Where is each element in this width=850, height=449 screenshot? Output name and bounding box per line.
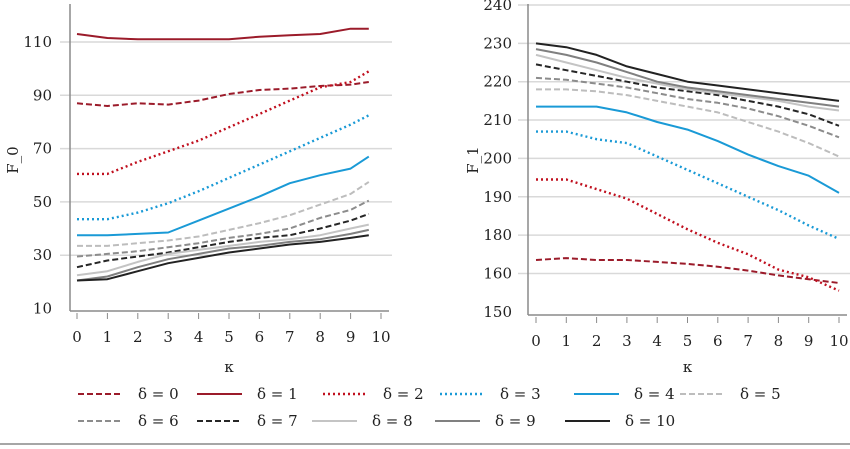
series-line-4 [77,155,370,237]
x-tick-label: 0 [72,328,82,346]
y-tick-label: 70 [33,140,52,158]
legend-item: δ = 0 [78,385,179,403]
legend-item: δ = 3 [440,385,541,403]
series-line-9 [535,48,840,108]
y-axis-title: F_1 [464,146,482,173]
x-tick-label: 1 [562,332,572,350]
series-line-4 [536,105,840,194]
series-line-8 [535,53,840,112]
chart-f1: 150 160 180 190 200 210 220 230 240 0 1 2 3 4 5 6 7 8 9 10 κ… [464,0,850,376]
x-tick-label: 1 [103,328,113,346]
series-line-5 [77,181,370,247]
legend-label: δ = 2 [383,385,424,403]
y-tick-label: 210 [483,111,512,129]
legend-item: δ = 5 [680,385,781,403]
y-tick-label: 230 [483,34,512,52]
legend-item: δ = 1 [197,385,298,403]
legend-label: δ = 0 [138,385,179,403]
x-tick-label: 10 [829,332,848,350]
series-line-6 [76,199,370,258]
y-tick-label: 10 [33,300,52,318]
series-line-3 [536,130,840,240]
legend-item: δ = 7 [197,412,298,430]
legend-item: δ = 2 [323,385,424,403]
x-tick-label: 2 [592,332,602,350]
legend-label: δ = 4 [634,385,675,403]
x-axis-title: κ [224,358,234,376]
legend-item: δ = 9 [435,412,536,430]
y-tick-label: 150 [483,303,512,321]
x-tick-label: 3 [163,328,173,346]
series-line-9 [76,228,370,282]
x-tick-label: 6 [713,332,723,350]
x-tick-label: 7 [285,328,295,346]
y-tick-label: 240 [483,0,512,14]
y-tick-label: 90 [33,86,52,104]
legend-label: δ = 6 [138,412,179,430]
legend-label: δ = 7 [257,412,298,430]
x-tick-label: 5 [683,332,693,350]
y-tick-label: 190 [483,188,512,206]
series-line-3 [77,114,370,221]
y-tick-label: 200 [483,149,512,167]
x-tick-label: 4 [652,332,662,350]
series-line-7 [535,63,840,127]
y-tick-label: 220 [483,73,512,91]
legend-item: δ = 4 [574,385,675,403]
series-line-7 [76,212,370,269]
legend-item: δ = 6 [78,412,179,430]
x-tick-label: 0 [531,332,541,350]
legend-item: δ = 10 [565,412,675,430]
x-tick-label: 9 [804,332,814,350]
legend-label: δ = 8 [372,412,413,430]
x-axis-title: κ [683,358,693,376]
y-tick-label: 50 [33,193,52,211]
x-tick-label: 4 [194,328,204,346]
x-tick-label: 3 [622,332,632,350]
series-line-10 [76,234,369,282]
y-tick-label: 160 [483,264,512,282]
x-tick-label: 10 [371,328,390,346]
series-line-0 [535,257,840,284]
y-tick-label: 30 [33,246,52,264]
y-axis-title: F_0 [4,146,22,173]
legend-label: δ = 10 [625,412,675,430]
series-line-10 [535,42,840,102]
x-tick-label: 7 [743,332,753,350]
x-tick-label: 8 [315,328,325,346]
x-tick-label: 8 [774,332,784,350]
legend-label: δ = 5 [740,385,781,403]
x-tick-label: 5 [224,328,234,346]
legend: δ = 0 δ = 1 δ = 2 δ = 3 δ = 4 δ = 5 δ = 6 δ = 7… [78,385,781,430]
chart-f0: 10 30 50 70 90 110 0 1 2 3 4 5 6 7 8 9 10 κ F_0 [4,4,392,376]
series-line-1 [76,27,369,41]
series-line-2 [77,70,370,176]
series-line-2 [536,178,840,292]
x-tick-label: 2 [133,328,143,346]
legend-label: δ = 1 [257,385,298,403]
legend-label: δ = 9 [495,412,536,430]
series-line-8 [76,223,370,277]
legend-label: δ = 3 [500,385,541,403]
series-line-6 [535,76,840,139]
legend-item: δ = 8 [312,412,413,430]
x-tick-label: 9 [346,328,356,346]
y-tick-label: 110 [23,33,52,51]
y-tick-label: 180 [483,226,512,244]
x-tick-label: 6 [255,328,265,346]
series-line-5 [536,88,840,158]
